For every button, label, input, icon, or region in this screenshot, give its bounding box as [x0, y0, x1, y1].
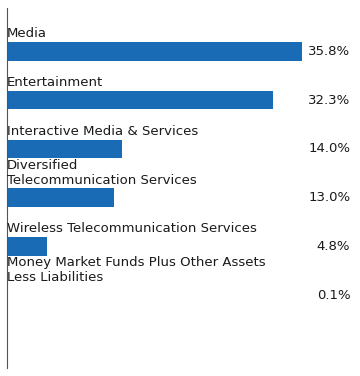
Text: Entertainment: Entertainment — [7, 76, 103, 89]
Text: 0.1%: 0.1% — [317, 289, 350, 302]
Text: 13.0%: 13.0% — [308, 191, 350, 204]
Text: 32.3%: 32.3% — [308, 94, 350, 107]
Bar — [7, 237, 47, 256]
Bar — [7, 188, 114, 207]
Text: 14.0%: 14.0% — [308, 143, 350, 156]
Bar — [7, 42, 302, 61]
Text: Money Market Funds Plus Other Assets
Less Liabilities: Money Market Funds Plus Other Assets Les… — [7, 256, 266, 284]
Bar — [7, 140, 122, 158]
Bar — [7, 286, 8, 305]
Text: Wireless Telecommunication Services: Wireless Telecommunication Services — [7, 222, 257, 235]
Text: 4.8%: 4.8% — [317, 240, 350, 253]
Bar — [7, 91, 273, 109]
Text: Diversified
Telecommunication Services: Diversified Telecommunication Services — [7, 159, 197, 186]
Text: Media: Media — [7, 27, 47, 40]
Text: 35.8%: 35.8% — [308, 45, 350, 58]
Text: Interactive Media & Services: Interactive Media & Services — [7, 125, 198, 138]
